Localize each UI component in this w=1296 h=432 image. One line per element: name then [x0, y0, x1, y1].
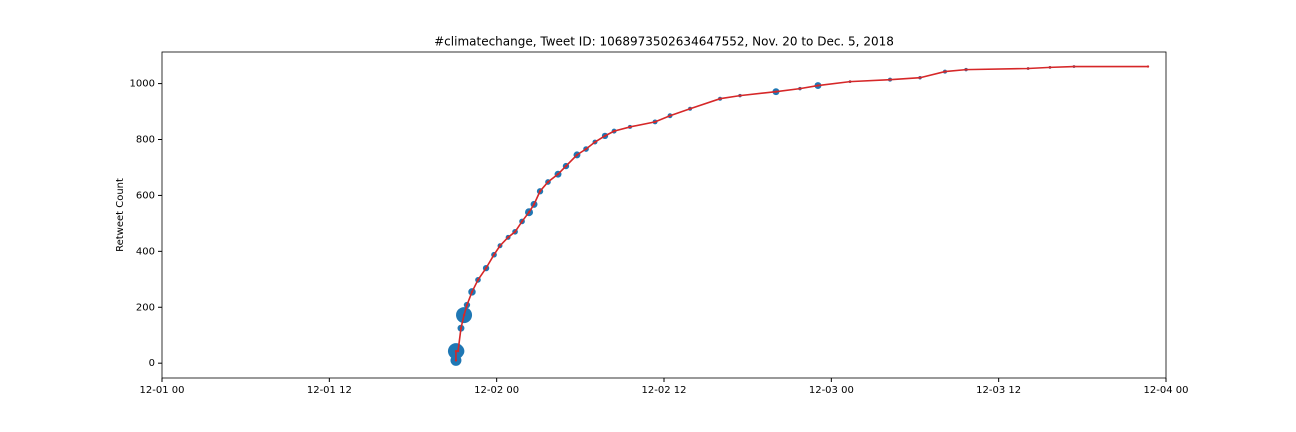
line-dot [575, 153, 579, 157]
line-dot [470, 290, 474, 294]
line-dot [918, 76, 922, 79]
line-dot [718, 97, 722, 100]
trend-line [455, 65, 1149, 361]
line-dot [798, 87, 802, 90]
line-dot [532, 203, 536, 206]
line-dot [454, 359, 458, 362]
line-dot [492, 253, 496, 256]
y-tick-label: 1000 [130, 79, 155, 90]
x-tick-label: 12-01 00 [140, 385, 185, 396]
line-dot [513, 230, 517, 233]
line-dot [465, 303, 469, 307]
y-tick-label: 800 [136, 135, 155, 146]
line-dot [653, 120, 657, 124]
x-tick-label: 12-03 00 [809, 385, 854, 396]
line-dot [848, 80, 852, 83]
chart-title: #climatechange, Tweet ID: 10689735026346… [434, 35, 894, 49]
x-tick-label: 12-03 12 [976, 385, 1021, 396]
line-dot [612, 129, 616, 133]
y-tick-label: 600 [136, 190, 155, 201]
line-dot [1146, 65, 1150, 68]
line-dot [564, 164, 568, 168]
y-axis-label: Retweet Count [115, 178, 126, 252]
plot-frame [161, 51, 1167, 379]
y-tick-label: 0 [149, 358, 155, 369]
line-dot [964, 68, 968, 71]
line-dot [546, 180, 550, 184]
line-dot [628, 125, 632, 129]
line-dot [456, 349, 460, 353]
line-dot [688, 107, 692, 110]
line-dot [738, 94, 742, 97]
x-tick-label: 12-02 00 [474, 385, 519, 396]
line-dot [454, 349, 458, 353]
line-dot [538, 190, 542, 193]
line-dot [593, 140, 597, 144]
line-dot [1072, 65, 1076, 68]
line-dot [1026, 67, 1030, 70]
x-tick-label: 12-04 00 [1144, 385, 1189, 396]
line-dot [556, 172, 560, 176]
y-tick-label: 400 [136, 246, 155, 257]
line-dot [506, 236, 510, 239]
line-dot [774, 90, 778, 93]
line-dot [484, 266, 488, 270]
x-tick-label: 12-02 12 [642, 385, 687, 396]
line-dot [584, 147, 588, 151]
line-dot [888, 78, 892, 81]
line-dot [476, 278, 480, 282]
y-tick-label: 200 [136, 302, 155, 313]
line-dot [527, 211, 531, 214]
line-dot [520, 220, 524, 223]
line-dot [668, 114, 672, 117]
line-dot [1048, 66, 1052, 69]
line-dot [943, 70, 947, 73]
line-dot [498, 244, 502, 247]
line-dot [603, 134, 607, 138]
line-dot [816, 84, 820, 87]
line-dot [462, 313, 466, 317]
x-tick-label: 12-01 12 [307, 385, 352, 396]
line-dot [459, 327, 463, 330]
